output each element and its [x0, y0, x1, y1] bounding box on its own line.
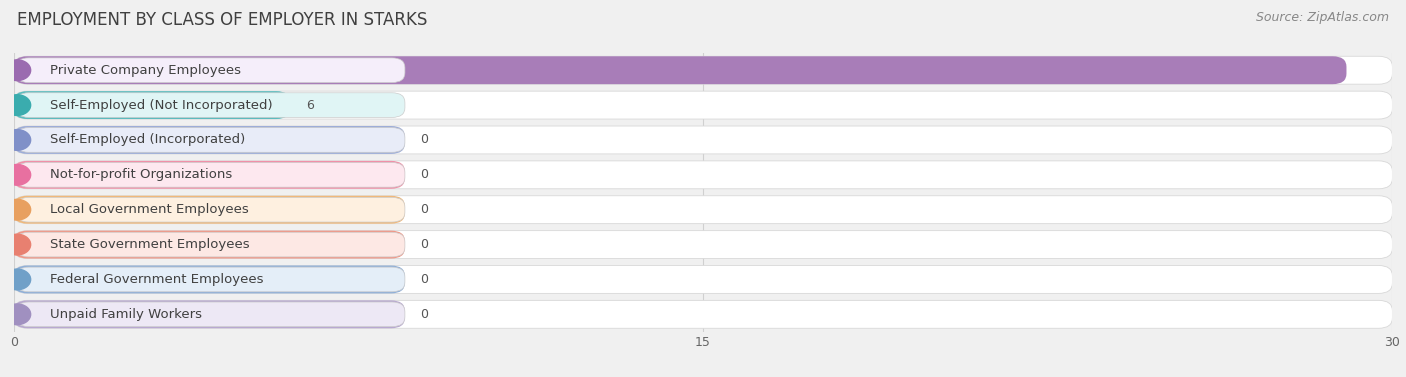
FancyBboxPatch shape: [14, 161, 405, 189]
FancyBboxPatch shape: [15, 232, 405, 257]
Text: 6: 6: [305, 99, 314, 112]
Text: Self-Employed (Not Incorporated): Self-Employed (Not Incorporated): [51, 99, 273, 112]
Text: 0: 0: [420, 273, 429, 286]
FancyBboxPatch shape: [14, 56, 1347, 84]
Text: Self-Employed (Incorporated): Self-Employed (Incorporated): [51, 133, 246, 146]
Circle shape: [3, 164, 31, 185]
Text: EMPLOYMENT BY CLASS OF EMPLOYER IN STARKS: EMPLOYMENT BY CLASS OF EMPLOYER IN STARK…: [17, 11, 427, 29]
Circle shape: [3, 269, 31, 290]
FancyBboxPatch shape: [15, 267, 405, 292]
Circle shape: [3, 199, 31, 220]
FancyBboxPatch shape: [14, 196, 405, 224]
FancyBboxPatch shape: [15, 162, 405, 187]
FancyBboxPatch shape: [14, 126, 405, 154]
Text: State Government Employees: State Government Employees: [51, 238, 250, 251]
FancyBboxPatch shape: [15, 128, 405, 152]
Text: 0: 0: [420, 308, 429, 321]
FancyBboxPatch shape: [14, 300, 1392, 328]
FancyBboxPatch shape: [14, 265, 1392, 293]
FancyBboxPatch shape: [14, 265, 405, 293]
FancyBboxPatch shape: [14, 56, 1392, 84]
Text: Federal Government Employees: Federal Government Employees: [51, 273, 264, 286]
Text: 0: 0: [420, 238, 429, 251]
FancyBboxPatch shape: [15, 302, 405, 326]
Text: Unpaid Family Workers: Unpaid Family Workers: [51, 308, 202, 321]
FancyBboxPatch shape: [14, 161, 1392, 189]
Text: 29: 29: [1365, 64, 1381, 77]
Circle shape: [3, 60, 31, 81]
Text: Not-for-profit Organizations: Not-for-profit Organizations: [51, 169, 233, 181]
Circle shape: [3, 304, 31, 325]
Circle shape: [3, 130, 31, 150]
FancyBboxPatch shape: [15, 93, 405, 117]
FancyBboxPatch shape: [14, 231, 1392, 259]
Text: 0: 0: [420, 203, 429, 216]
FancyBboxPatch shape: [14, 91, 1392, 119]
Text: Source: ZipAtlas.com: Source: ZipAtlas.com: [1256, 11, 1389, 24]
Text: Private Company Employees: Private Company Employees: [51, 64, 242, 77]
FancyBboxPatch shape: [15, 198, 405, 222]
Text: 0: 0: [420, 133, 429, 146]
FancyBboxPatch shape: [14, 231, 405, 259]
FancyBboxPatch shape: [14, 91, 290, 119]
Circle shape: [3, 95, 31, 115]
FancyBboxPatch shape: [14, 126, 1392, 154]
Text: 0: 0: [420, 169, 429, 181]
FancyBboxPatch shape: [15, 58, 405, 83]
FancyBboxPatch shape: [14, 300, 405, 328]
Circle shape: [3, 234, 31, 255]
Text: Local Government Employees: Local Government Employees: [51, 203, 249, 216]
FancyBboxPatch shape: [14, 196, 1392, 224]
